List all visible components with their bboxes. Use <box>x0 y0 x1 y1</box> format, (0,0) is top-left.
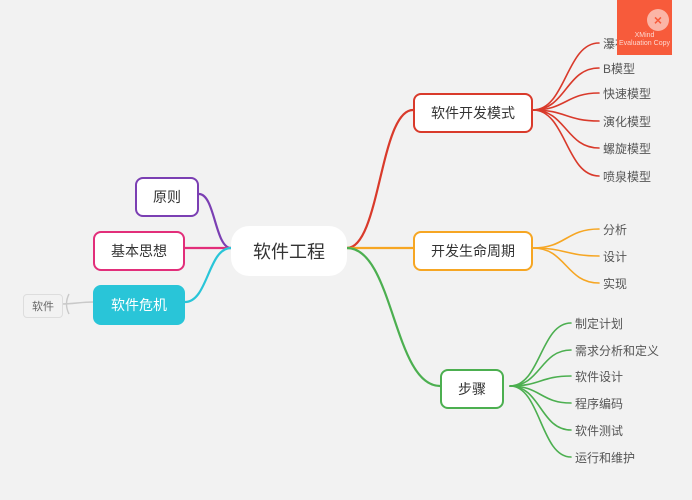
leaf-fountain[interactable]: 喷泉模型 <box>603 168 651 185</box>
leaf-plan[interactable]: 制定计划 <box>575 315 623 332</box>
leaf-testing[interactable]: 软件测试 <box>575 422 623 439</box>
leaf-design[interactable]: 设计 <box>603 248 627 265</box>
leaf-analysis[interactable]: 分析 <box>603 221 627 238</box>
branch-steps[interactable]: 步骤 <box>440 369 504 409</box>
branch-lifecycle[interactable]: 开发生命周期 <box>413 231 533 271</box>
leaf-rapid[interactable]: 快速模型 <box>603 85 651 102</box>
leaf-sw-design[interactable]: 软件设计 <box>575 368 623 385</box>
mindmap-root[interactable]: 软件工程 <box>231 226 347 276</box>
leaf-waterfall[interactable]: 瀑布模型 <box>603 35 651 52</box>
branch-principle[interactable]: 原则 <box>135 177 199 217</box>
branch-idea[interactable]: 基本思想 <box>93 231 185 271</box>
leaf-requirements[interactable]: 需求分析和定义 <box>575 342 659 359</box>
leaf-spiral[interactable]: 螺旋模型 <box>603 140 651 157</box>
close-icon: × <box>647 9 669 31</box>
leaf-maintain[interactable]: 运行和维护 <box>575 449 635 466</box>
leaf-b-model[interactable]: B模型 <box>603 60 635 77</box>
leaf-coding[interactable]: 程序编码 <box>575 395 623 412</box>
leaf-software[interactable]: 软件 <box>23 294 63 318</box>
leaf-implement[interactable]: 实现 <box>603 275 627 292</box>
branch-dev-model[interactable]: 软件开发模式 <box>413 93 533 133</box>
leaf-evolution[interactable]: 演化模型 <box>603 113 651 130</box>
branch-crisis[interactable]: 软件危机 <box>93 285 185 325</box>
